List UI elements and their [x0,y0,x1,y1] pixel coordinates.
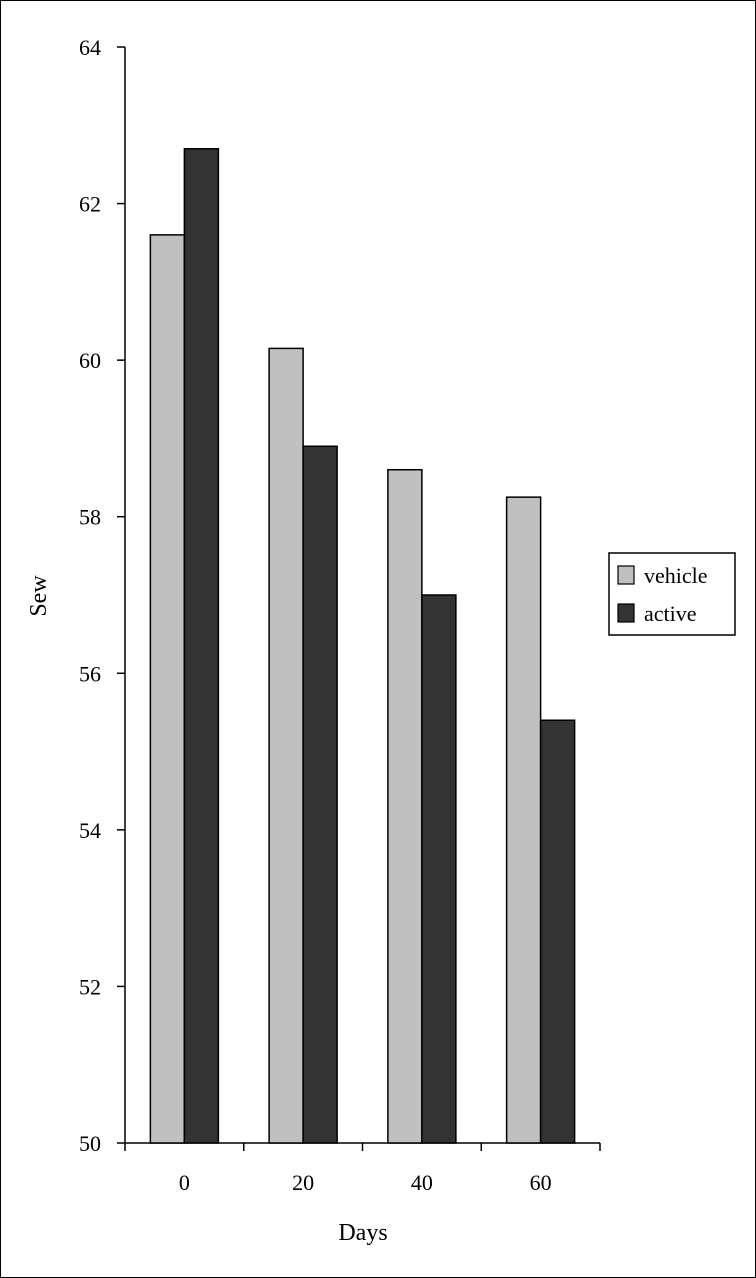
y-axis: 50 52 54 56 58 60 62 64 [79,35,126,1156]
y-tick-label: 58 [79,505,101,530]
legend: vehicle active [608,552,736,636]
y-axis-label: Sew [26,575,52,617]
legend-swatch-vehicle [617,565,635,585]
bar-vehicle-60 [505,496,542,1144]
x-axis: 0 20 40 60 [124,1142,601,1195]
legend-label-vehicle: vehicle [644,563,708,588]
y-tick-label: 52 [79,974,101,999]
bar-active-40 [421,594,457,1144]
y-tick-label: 62 [79,192,101,217]
bars [149,148,576,1144]
legend-label-active: active [644,601,697,626]
y-tick-label: 50 [79,1131,101,1156]
x-tick-label: 0 [179,1170,190,1195]
x-tick-label: 20 [292,1170,314,1195]
bar-active-0 [183,148,220,1144]
x-tick-label: 60 [530,1170,552,1195]
y-tick-label: 56 [79,661,101,686]
x-tick-label: 40 [411,1170,433,1195]
y-tick-label: 60 [79,348,101,373]
bar-vehicle-20 [268,347,304,1144]
x-axis-label: Days [338,1220,387,1246]
bar-vehicle-40 [387,468,423,1144]
bar-active-60 [539,719,576,1144]
y-tick-label: 54 [79,818,101,843]
legend-swatch-active [617,603,635,623]
bar-vehicle-0 [149,234,186,1144]
y-tick-label: 64 [79,35,101,60]
bar-active-20 [302,445,338,1144]
